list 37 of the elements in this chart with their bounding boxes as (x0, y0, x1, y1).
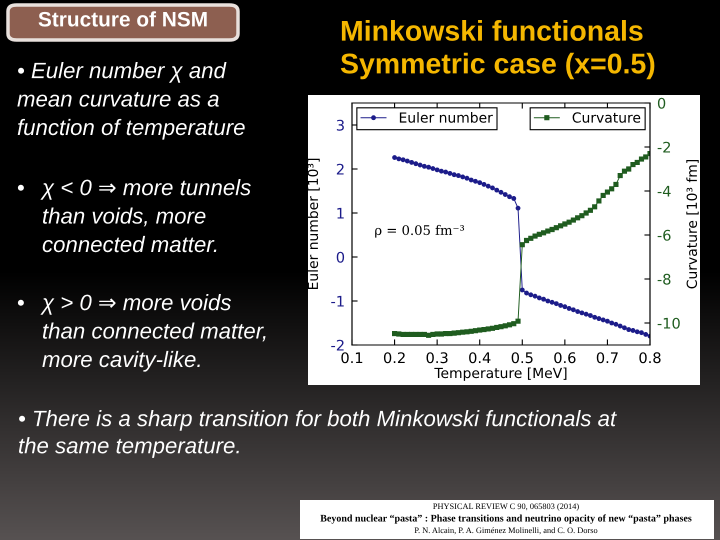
text: Structure of NSM (38, 11, 207, 27)
y2-tick-label: -10 (658, 318, 680, 329)
y2-tick-label: -4 (658, 186, 671, 197)
x-tick-label: 0.6 (554, 352, 576, 364)
y2-tick-label: -6 (658, 230, 671, 241)
text: • (18, 184, 24, 191)
text: • (18, 300, 24, 306)
x-tick-label: 0.4 (469, 352, 490, 364)
y-tick-label: 2 (336, 164, 344, 175)
y-tick-label: 0 (336, 252, 344, 263)
y2-tick-label: 0 (658, 98, 666, 109)
legend-label: Curvature (572, 112, 640, 123)
y-tick-label: 1 (337, 208, 344, 219)
y2-tick-label: -2 (658, 142, 670, 153)
y-tick-label: -1 (331, 296, 344, 307)
chart-title: Minkowski functionals Symmetric case (x=0.5) (340, 20, 654, 80)
x-tick-label: 0.5 (512, 352, 533, 364)
y-axis-title: Euler number [10³] (307, 158, 320, 290)
text: χ < 0 ⇒ more tunnels than voids, more connected matter. (40, 179, 251, 252)
y-tick-label: 3 (336, 120, 344, 131)
y-tick-label: -2 (331, 340, 344, 351)
text: PHYSICAL REVIEW C 90, 065803 (2014) (433, 503, 579, 511)
x-tick-label: 0.8 (639, 352, 661, 364)
x-tick-label: 0.3 (426, 352, 448, 364)
x-tick-label: 0.1 (341, 352, 362, 364)
x-tick-label: 0.7 (596, 352, 618, 364)
text: Beyond nuclear “pasta” : Phase transitions and neutrino opacity of new “pasta” phases (320, 514, 692, 524)
y2-tick-label: -8 (658, 274, 670, 285)
x-tick-label: 0.2 (384, 352, 405, 364)
text: χ > 0 ⇒ more voids than connected matter, more cavity-like. (40, 294, 266, 372)
y2-axis-title: Curvature [10³ fm] (686, 160, 699, 288)
text: P. N. Alcain, P. A. Giménez Molinelli, and C. O. Dorso (414, 527, 598, 534)
annotation: ρ = 0.05 fm⁻³ (375, 224, 464, 238)
text: • Euler number χ and mean curvature as a function of temperature (17, 62, 245, 140)
legend-label: Euler number (400, 112, 493, 123)
text: • There is a sharp transition for both Minkowski functionals at the same temperature. (19, 410, 617, 458)
x-axis-title: Temperature [MeV] (434, 367, 566, 381)
